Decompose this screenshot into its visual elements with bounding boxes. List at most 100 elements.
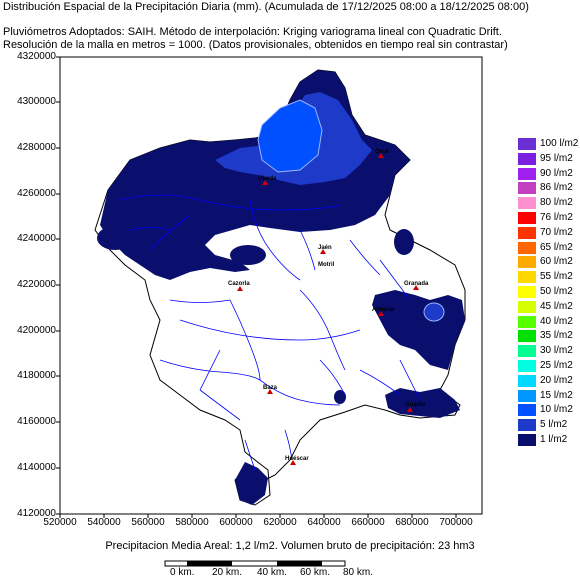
town-marker bbox=[407, 407, 413, 412]
scale-label: 20 km. bbox=[212, 567, 243, 578]
x-tick-label: 640000 bbox=[307, 517, 341, 528]
town-marker bbox=[262, 180, 268, 185]
legend-swatch bbox=[518, 197, 536, 210]
legend-swatch bbox=[518, 226, 536, 239]
legend-label: 50 l/m2 bbox=[540, 286, 573, 297]
town-markers bbox=[237, 153, 419, 465]
legend-label: 25 l/m2 bbox=[540, 360, 573, 371]
legend-swatch bbox=[518, 256, 536, 269]
legend-label: 76 l/m2 bbox=[540, 212, 573, 223]
legend-label: 45 l/m2 bbox=[540, 300, 573, 312]
town-label: Motril bbox=[318, 262, 335, 268]
town-marker bbox=[378, 153, 384, 158]
scale-label: 80 km. bbox=[343, 567, 374, 578]
y-tick-label: 4200000 bbox=[17, 325, 56, 336]
legend-label: 10 l/m2 bbox=[540, 404, 573, 416]
legend-swatch bbox=[518, 152, 536, 165]
legend-swatch bbox=[518, 434, 536, 446]
legend-entry: 65 l/m2 bbox=[518, 241, 578, 254]
map-subtitle-resolution: Resolución de la malla en metros = 1000.… bbox=[3, 39, 508, 51]
precip-zone-10mm bbox=[257, 99, 323, 173]
legend-swatch bbox=[518, 300, 536, 313]
y-tick-label: 4260000 bbox=[17, 188, 56, 199]
town-marker bbox=[237, 286, 243, 291]
x-tick-label: 680000 bbox=[395, 517, 429, 528]
map-title: Distribución Espacial de la Precipitació… bbox=[3, 1, 529, 13]
town-label: Huéscar bbox=[285, 456, 309, 462]
legend-swatch bbox=[518, 241, 536, 254]
legend-label: 90 l/m2 bbox=[540, 167, 573, 179]
x-tick-label: 700000 bbox=[439, 517, 473, 528]
legend-label: 1 l/m2 bbox=[540, 434, 568, 445]
legend-entry: 5 l/m2 bbox=[518, 419, 578, 432]
legend-label: 60 l/m2 bbox=[540, 256, 573, 268]
legend-label: 95 l/m2 bbox=[540, 152, 573, 164]
y-tick-label: 4240000 bbox=[17, 233, 56, 244]
legend-label: 40 l/m2 bbox=[540, 315, 573, 327]
x-tick-label: 560000 bbox=[131, 517, 165, 528]
legend-label: 65 l/m2 bbox=[540, 241, 573, 253]
precip-zone-1mm-center-east bbox=[394, 229, 414, 255]
legend-swatch bbox=[518, 315, 536, 328]
legend-entry: 90 l/m2 bbox=[518, 167, 578, 180]
legend-label: 80 l/m2 bbox=[540, 197, 573, 209]
precip-zone-1mm-west-2 bbox=[230, 245, 266, 265]
legend-label: 20 l/m2 bbox=[540, 374, 573, 386]
legend-entry: 10 l/m2 bbox=[518, 404, 578, 417]
legend-label: 35 l/m2 bbox=[540, 330, 573, 342]
legend-entry: 15 l/m2 bbox=[518, 389, 578, 402]
y-tick-label: 4220000 bbox=[17, 279, 56, 290]
legend-swatch bbox=[518, 389, 536, 402]
precip-zone-5mm-east bbox=[423, 302, 445, 322]
precip-zone-1mm-far-south bbox=[235, 462, 268, 505]
precip-zone-1mm-south bbox=[334, 390, 346, 404]
legend-entry: 1 l/m2 bbox=[518, 434, 578, 446]
y-tick-label: 4140000 bbox=[17, 462, 56, 473]
legend-swatch bbox=[518, 167, 536, 180]
legend-swatch bbox=[518, 374, 536, 387]
scale-label: 0 km. bbox=[170, 567, 195, 578]
legend-swatch bbox=[518, 212, 536, 224]
legend-entry: 30 l/m2 bbox=[518, 345, 578, 358]
town-label: Almería bbox=[372, 307, 395, 313]
town-marker bbox=[267, 389, 273, 394]
areal-precipitation-summary: Precipitacion Media Areal: 1,2 l/m2. Vol… bbox=[105, 540, 475, 552]
precip-zone-1mm-west bbox=[97, 226, 133, 250]
legend-swatch bbox=[518, 138, 536, 150]
axis-ticks bbox=[56, 56, 457, 518]
y-tick-label: 4280000 bbox=[17, 142, 56, 153]
map-subtitle-method: Pluviómetros Adoptados: SAIH. Método de … bbox=[3, 26, 502, 38]
legend-swatch bbox=[518, 419, 536, 432]
scale-bar bbox=[164, 560, 346, 567]
y-tick-label: 4300000 bbox=[17, 96, 56, 107]
x-tick-label: 620000 bbox=[263, 517, 297, 528]
y-tick-label: 4320000 bbox=[17, 51, 56, 62]
legend-entry: 76 l/m2 bbox=[518, 212, 578, 224]
x-tick-label: 520000 bbox=[43, 517, 77, 528]
legend-label: 15 l/m2 bbox=[540, 389, 573, 401]
legend-entry: 60 l/m2 bbox=[518, 256, 578, 269]
legend-swatch bbox=[518, 404, 536, 417]
scale-label: 40 km. bbox=[257, 567, 288, 578]
legend-entry: 95 l/m2 bbox=[518, 152, 578, 165]
town-label: Baza bbox=[263, 385, 278, 391]
legend-entry: 35 l/m2 bbox=[518, 330, 578, 343]
legend-entry: 86 l/m2 bbox=[518, 182, 578, 195]
legend-entry: 25 l/m2 bbox=[518, 360, 578, 372]
x-tick-label: 600000 bbox=[219, 517, 253, 528]
legend-label: 100 l/m2 bbox=[540, 138, 579, 149]
x-tick-label: 580000 bbox=[175, 517, 209, 528]
town-label: Cazorla bbox=[228, 281, 250, 287]
legend-label: 55 l/m2 bbox=[540, 271, 573, 283]
town-label: Orce bbox=[375, 149, 389, 155]
y-tick-label: 4180000 bbox=[17, 370, 56, 381]
legend-swatch bbox=[518, 286, 536, 298]
legend-label: 30 l/m2 bbox=[540, 345, 573, 357]
legend-entry: 55 l/m2 bbox=[518, 271, 578, 284]
legend-swatch bbox=[518, 330, 536, 343]
legend-entry: 40 l/m2 bbox=[518, 315, 578, 328]
legend-entry: 70 l/m2 bbox=[518, 226, 578, 239]
legend-swatch bbox=[518, 271, 536, 284]
town-marker bbox=[413, 285, 419, 290]
